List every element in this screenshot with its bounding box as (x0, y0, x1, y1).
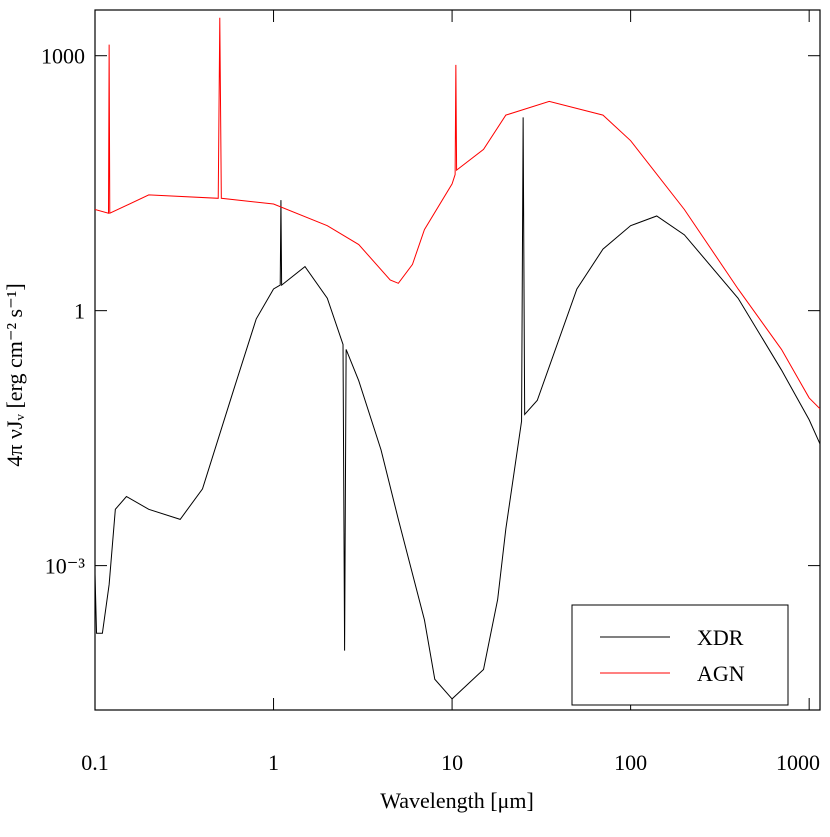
x-tick-label: 10 (441, 750, 463, 775)
x-tick-label: 0.1 (81, 750, 109, 775)
x-tick-label: 1 (268, 750, 279, 775)
x-tick-label: 100 (614, 750, 647, 775)
legend-label: AGN (697, 661, 745, 686)
x-tick-label: 1000 (776, 750, 820, 775)
plot-lines (95, 17, 820, 700)
plot-frame (94, 9, 821, 711)
y-tick-label: 1 (74, 299, 85, 324)
x-axis-label: Wavelength [μm] (380, 788, 534, 813)
series-line (95, 17, 820, 410)
y-axis-label: 4π νJᵥ [erg cm⁻² s⁻¹] (2, 283, 27, 466)
y-tick-label: 10⁻³ (45, 554, 86, 579)
legend-label: XDR (697, 625, 744, 650)
legend-box (571, 604, 789, 706)
y-tick-label: 1000 (41, 44, 85, 69)
series-line (95, 117, 820, 700)
